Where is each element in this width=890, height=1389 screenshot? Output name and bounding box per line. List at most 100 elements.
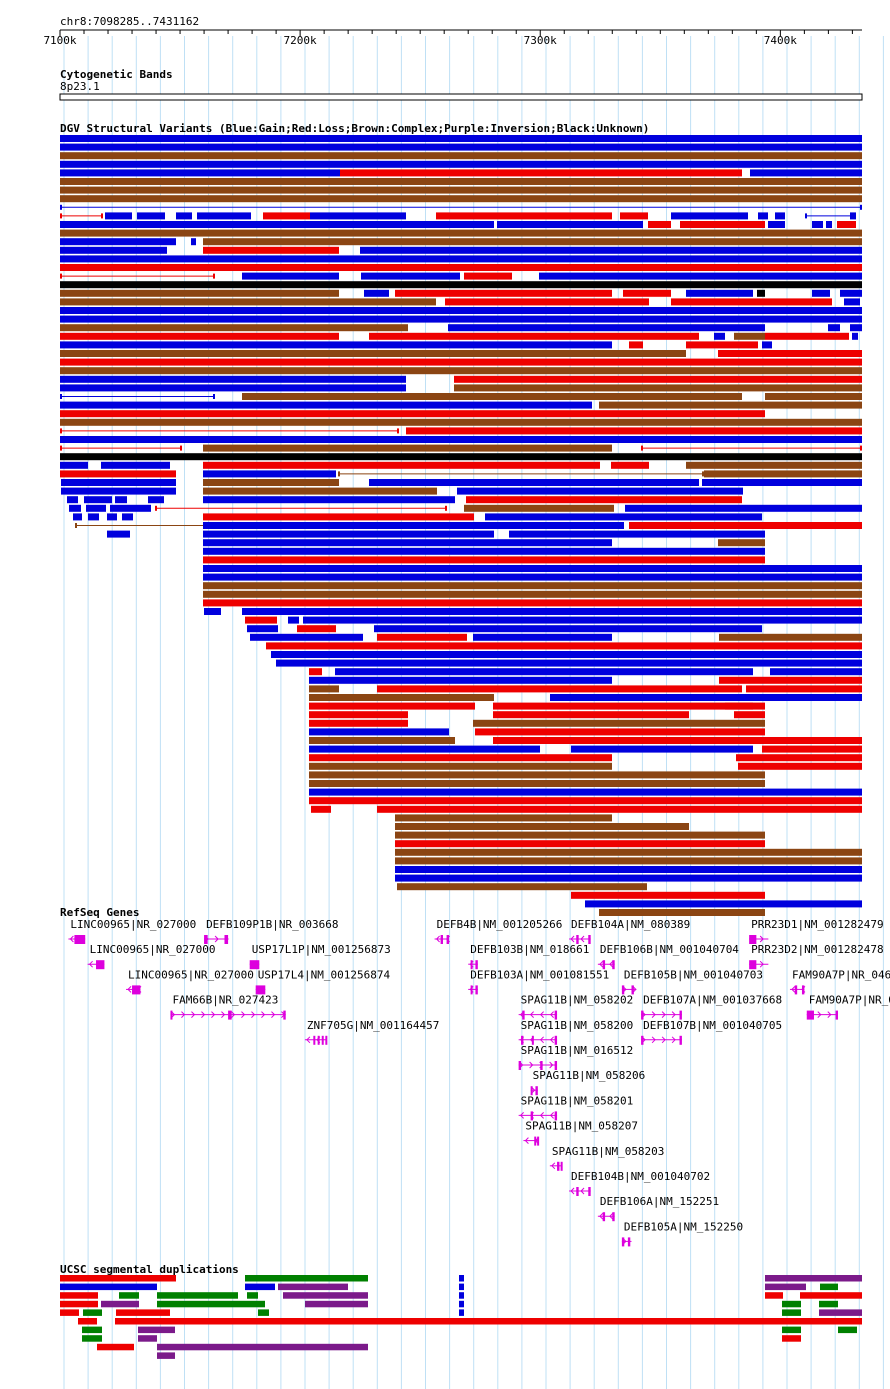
dgv-variant[interactable]	[571, 891, 765, 899]
dgv-variant-end[interactable]	[75, 523, 77, 528]
dgv-variant[interactable]	[686, 289, 753, 297]
refseq-gene[interactable]: SPAG11B|NM_016512	[518, 1044, 634, 1070]
segdup-feature[interactable]	[459, 1283, 464, 1291]
dgv-variant-end[interactable]	[60, 428, 62, 434]
dgv-variant-end[interactable]	[397, 428, 399, 434]
dgv-variant[interactable]	[758, 212, 768, 220]
dgv-variant[interactable]	[297, 625, 336, 633]
dgv-variant[interactable]	[725, 702, 753, 710]
dgv-variant-end[interactable]	[860, 445, 862, 451]
dgv-variant[interactable]	[599, 909, 765, 916]
dgv-variant[interactable]	[395, 289, 612, 297]
refseq-gene[interactable]: ZNF705G|NM_001164457	[304, 1019, 439, 1045]
dgv-variant[interactable]	[718, 350, 862, 357]
dgv-variant[interactable]	[107, 530, 130, 538]
dgv-variant[interactable]	[852, 332, 858, 340]
dgv-variant[interactable]	[369, 479, 699, 486]
dgv-variant[interactable]	[176, 212, 192, 220]
dgv-variant[interactable]	[686, 461, 862, 469]
dgv-variant[interactable]	[454, 375, 862, 383]
dgv-variant[interactable]	[702, 479, 862, 486]
dgv-variant[interactable]	[60, 410, 765, 418]
refseq-gene[interactable]: FAM90A7P|NR_046347	[789, 968, 890, 995]
dgv-variant-end[interactable]	[180, 445, 182, 451]
dgv-variant[interactable]	[203, 238, 862, 246]
dgv-variant[interactable]	[60, 160, 862, 168]
dgv-variant[interactable]	[738, 762, 862, 770]
dgv-variant[interactable]	[454, 384, 862, 392]
segdup-feature[interactable]	[782, 1326, 801, 1334]
dgv-track[interactable]	[60, 135, 862, 916]
dgv-variant[interactable]	[550, 694, 862, 701]
dgv-variant[interactable]	[369, 332, 699, 340]
dgv-variant-end[interactable]	[155, 505, 157, 511]
segdup-feature[interactable]	[258, 1309, 269, 1316]
dgv-variant[interactable]	[60, 178, 862, 185]
dgv-variant[interactable]	[571, 745, 753, 753]
dgv-variant[interactable]	[288, 616, 299, 624]
dgv-variant[interactable]	[60, 358, 862, 366]
dgv-variant[interactable]	[73, 513, 82, 521]
dgv-variant[interactable]	[680, 221, 765, 228]
dgv-variant[interactable]	[203, 573, 862, 581]
dgv-variant[interactable]	[203, 444, 612, 452]
dgv-variant[interactable]	[509, 530, 765, 538]
dgv-variant[interactable]	[60, 238, 176, 246]
dgv-variant[interactable]	[309, 728, 449, 736]
segdup-feature[interactable]	[820, 1283, 838, 1291]
dgv-variant[interactable]	[115, 496, 127, 504]
cytoband-ideogram[interactable]	[59, 93, 863, 101]
dgv-variant[interactable]	[203, 530, 494, 538]
dgv-variant[interactable]	[60, 436, 862, 443]
dgv-variant[interactable]	[768, 221, 785, 228]
dgv-variant[interactable]	[60, 143, 862, 151]
segdup-feature[interactable]	[157, 1343, 368, 1351]
dgv-variant[interactable]	[750, 169, 862, 177]
segdup-feature[interactable]	[115, 1318, 862, 1325]
dgv-variant[interactable]	[445, 298, 649, 306]
dgv-variant[interactable]	[60, 281, 862, 289]
dgv-variant-end[interactable]	[338, 471, 340, 477]
dgv-variant[interactable]	[60, 461, 88, 469]
refseq-gene[interactable]: SPAG11B|NM_058200	[518, 1019, 634, 1045]
dgv-variant[interactable]	[107, 513, 117, 521]
dgv-variant[interactable]	[61, 479, 176, 486]
refseq-gene[interactable]: PRR23D1|NM_001282479	[749, 918, 884, 944]
dgv-variant[interactable]	[746, 685, 862, 693]
dgv-variant[interactable]	[60, 264, 862, 271]
dgv-variant[interactable]	[60, 221, 494, 228]
dgv-variant[interactable]	[585, 900, 862, 908]
dgv-variant-end[interactable]	[101, 213, 103, 219]
refseq-gene[interactable]: DEFB105B|NM_001040703	[621, 968, 763, 995]
refseq-gene[interactable]: DEFB109P1B|NR_003668	[204, 918, 339, 944]
refseq-gene[interactable]: DEFB106B|NM_001040704	[597, 943, 739, 970]
refseq-gene[interactable]: LINC00965|NR_027000	[87, 943, 216, 970]
refseq-gene[interactable]: DEFB104B|NM_001040702	[569, 1170, 710, 1196]
dgv-variant[interactable]	[148, 496, 164, 504]
dgv-variant[interactable]	[60, 341, 612, 349]
segdup-feature[interactable]	[60, 1292, 98, 1299]
dgv-variant[interactable]	[686, 341, 758, 349]
segdup-feature[interactable]	[819, 1309, 862, 1316]
dgv-variant[interactable]	[311, 805, 331, 813]
segdup-feature[interactable]	[838, 1326, 857, 1334]
dgv-variant-end[interactable]	[60, 273, 62, 279]
segdup-feature[interactable]	[459, 1275, 464, 1282]
segdup-feature[interactable]	[765, 1283, 806, 1291]
dgv-variant[interactable]	[397, 883, 647, 891]
dgv-variant[interactable]	[436, 212, 612, 220]
dgv-variant[interactable]	[539, 272, 862, 280]
refseq-gene[interactable]: SPAG11B|NM_058206	[530, 1069, 646, 1096]
dgv-variant[interactable]	[361, 272, 460, 280]
dgv-variant[interactable]	[826, 221, 832, 228]
dgv-variant[interactable]	[203, 496, 455, 504]
dgv-variant-end[interactable]	[60, 213, 62, 219]
dgv-variant[interactable]	[60, 169, 340, 177]
dgv-variant[interactable]	[765, 393, 862, 400]
refseq-gene[interactable]: DEFB107B|NM_001040705	[641, 1019, 782, 1045]
dgv-variant[interactable]	[719, 676, 862, 684]
refseq-track[interactable]: LINC00965|NR_027000 DEFB109P1B|NR_003668 D…	[68, 918, 890, 1247]
dgv-variant[interactable]	[850, 324, 862, 332]
dgv-variant[interactable]	[203, 582, 862, 590]
dgv-variant[interactable]	[309, 719, 408, 727]
